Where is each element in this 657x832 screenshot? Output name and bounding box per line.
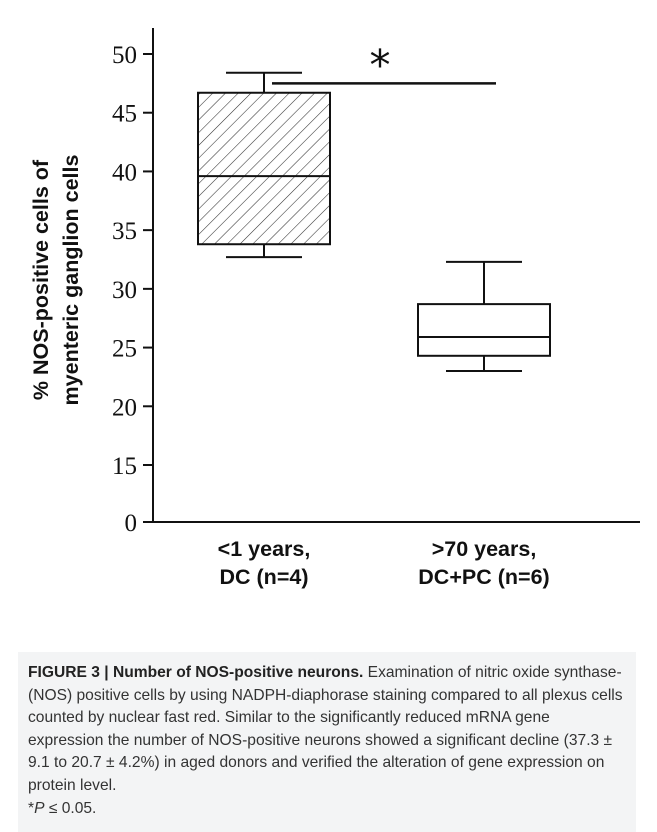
caption-pvalue-p: P [34, 799, 45, 817]
axis-group: 0 15 20 25 30 35 40 45 50 [112, 28, 640, 537]
y-tick-label: 25 [112, 336, 137, 363]
box-iqr [417, 303, 551, 357]
box-series-1 [197, 71, 331, 259]
y-tick-label: 45 [112, 101, 137, 128]
x-category-label-line1: <1 years, [218, 537, 311, 561]
box-group [197, 71, 551, 373]
caption-pvalue-star: * [28, 799, 35, 817]
y-tick-label: 35 [112, 218, 137, 245]
label-group: % NOS-positive cells of myenteric ganglio… [29, 40, 550, 589]
y-tick-label: 30 [112, 277, 137, 304]
y-axis-title-line: % NOS-positive cells of [29, 159, 53, 400]
boxplot-chart: 0 15 20 25 30 35 40 45 50 % NOS-positive cells o… [29, 28, 640, 589]
y-tick-label: 50 [112, 42, 137, 69]
significance-star: * [370, 40, 391, 89]
figure-caption: FIGURE 3 | Number of NOS-positive neuron… [18, 652, 636, 832]
caption-pvalue-rest: ≤ 0.05. [44, 799, 97, 817]
caption-text: Examination of nitric oxide synthase- (N… [28, 664, 623, 794]
caption-label: FIGURE 3 | Number of NOS-positive neuron… [28, 664, 364, 681]
y-tick-label: 20 [112, 394, 137, 421]
y-tick-label: 40 [112, 159, 137, 186]
x-category-label-line2: DC (n=4) [220, 565, 309, 589]
x-category-label-line1: >70 years, [432, 537, 537, 561]
x-category-label-line2: DC+PC (n=6) [418, 565, 549, 589]
y-tick-label: 0 [125, 510, 138, 537]
box-iqr [197, 91, 331, 246]
y-axis-title-line: myenteric ganglion cells [59, 155, 83, 406]
y-tick-label: 15 [112, 453, 137, 480]
box-series-2 [417, 260, 551, 373]
